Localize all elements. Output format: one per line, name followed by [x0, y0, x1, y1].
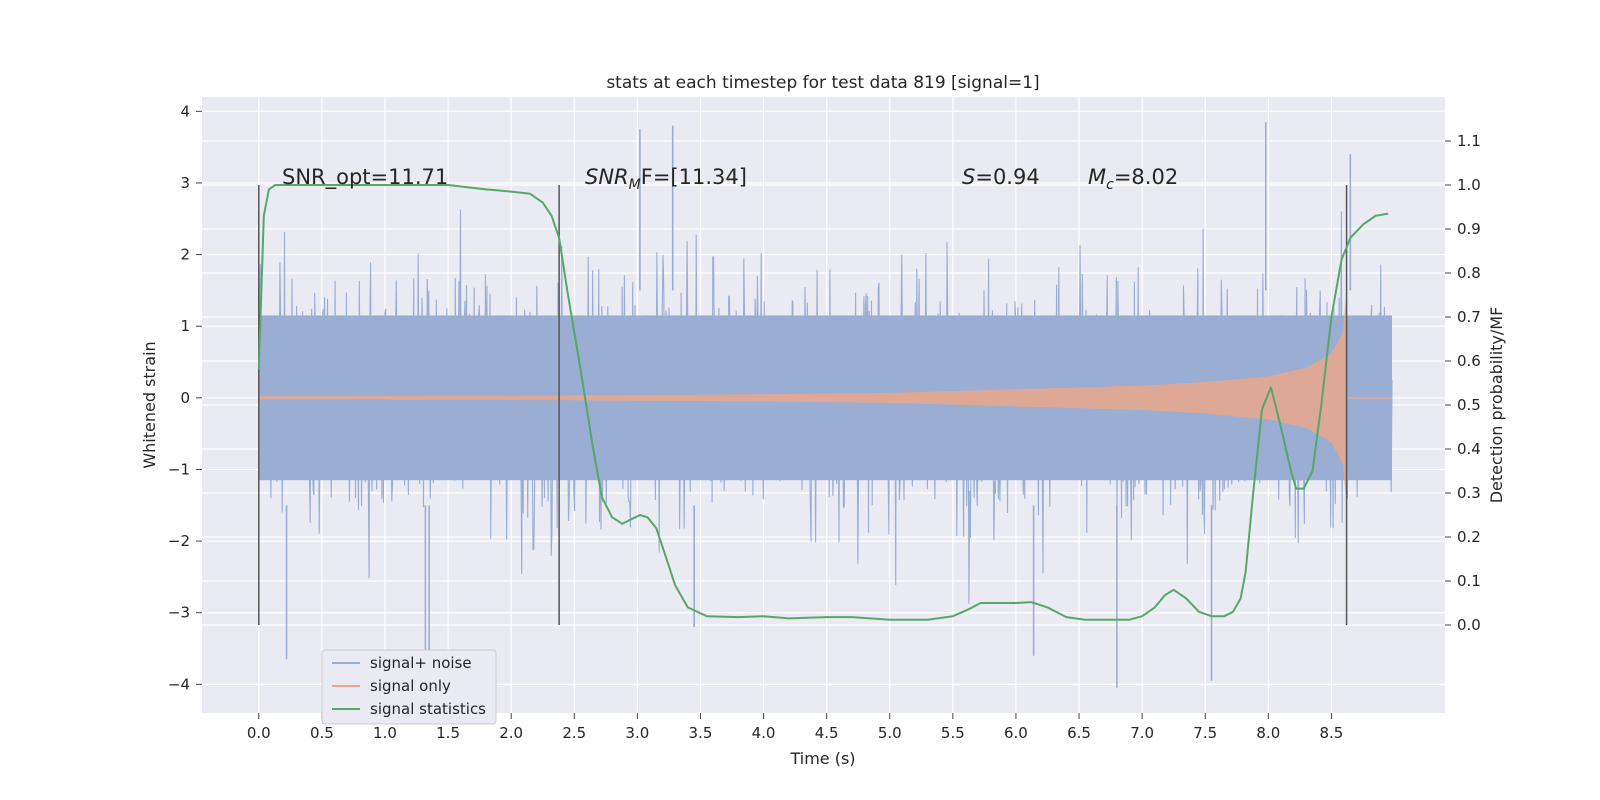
- signal-only-series: [258, 290, 1392, 506]
- x-tick-label: 0.0: [247, 724, 271, 742]
- x-tick-label: 7.5: [1193, 724, 1217, 742]
- legend-label-noise: signal+ noise: [370, 654, 472, 672]
- x-tick-label: 4.5: [815, 724, 839, 742]
- statistics-line: [257, 184, 1389, 621]
- x-tick-label: 5.0: [878, 724, 902, 742]
- y-right-tick-label: 0.3: [1457, 484, 1481, 502]
- x-tick-label: 8.0: [1256, 724, 1280, 742]
- y-right-tick-label: 0.7: [1457, 308, 1481, 326]
- y-right-tick-label: 1.0: [1457, 176, 1481, 194]
- y-right-tick-label: 1.1: [1457, 132, 1481, 150]
- y-left-tick-label: 4: [180, 102, 190, 120]
- x-tick-label: 4.0: [752, 724, 776, 742]
- y-right-tick-label: 0.0: [1457, 616, 1481, 634]
- annotation-mc: Mc=8.02: [1088, 165, 1178, 193]
- y-left-tick-label: −1: [168, 460, 190, 478]
- y-left-tick-label: 1: [180, 317, 190, 335]
- legend-box: [321, 649, 497, 725]
- y-left-tick-label: −2: [168, 532, 190, 550]
- y-right-tick-label: 0.2: [1457, 528, 1481, 546]
- y-left-tick-label: 3: [180, 174, 190, 192]
- axis-ticks: 0.0 0.5 1.0 1.5 2.0 2.5 3.0 3.5 4.0 4.5 5.0 5.5 6.0 6…: [168, 102, 1481, 742]
- legend-label-statistics: signal statistics: [370, 700, 486, 718]
- y-left-tick-label: 0: [180, 389, 190, 407]
- y-right-tick-label: 0.1: [1457, 572, 1481, 590]
- annotation-snr-opt: SNR_opt=11.71: [282, 165, 448, 190]
- x-tick-label: 7.0: [1130, 724, 1154, 742]
- x-tick-label: 0.5: [310, 724, 334, 742]
- annotation-snr-mf: SNRMF=[11.34]: [585, 165, 747, 193]
- y-right-tick-label: 0.8: [1457, 264, 1481, 282]
- x-tick-label: 3.5: [689, 724, 713, 742]
- x-tick-label: 3.0: [625, 724, 649, 742]
- y-left-tick-label: −4: [168, 675, 190, 693]
- y-left-tick-label: −3: [168, 604, 190, 622]
- annotation-s: S=0.94: [962, 165, 1040, 189]
- chart-title: stats at each timestep for test data 819…: [606, 73, 1039, 93]
- y-right-tick-label: 0.4: [1457, 440, 1481, 458]
- y-right-tick-label: 0.5: [1457, 396, 1481, 414]
- y-axis-label-right: Detection probability/MF: [1487, 307, 1506, 504]
- x-axis-label: Time (s): [789, 749, 855, 768]
- x-tick-label: 2.5: [562, 724, 586, 742]
- y-right-tick-label: 0.6: [1457, 352, 1481, 370]
- x-tick-label: 6.5: [1067, 724, 1091, 742]
- x-tick-label: 2.0: [499, 724, 523, 742]
- x-tick-label: 1.0: [373, 724, 397, 742]
- legend: signal+ noise signal only signal statist…: [321, 649, 497, 725]
- vertical-marker-lines: [258, 185, 1348, 625]
- y-axis-label-left: Whitened strain: [140, 341, 159, 468]
- y-left-tick-label: 2: [180, 246, 190, 264]
- signal-statistics-series: [257, 184, 1389, 621]
- x-tick-label: 8.5: [1319, 724, 1343, 742]
- legend-label-signal: signal only: [370, 677, 451, 695]
- x-tick-label: 5.5: [941, 724, 965, 742]
- x-tick-label: 1.5: [436, 724, 460, 742]
- x-tick-label: 6.0: [1004, 724, 1028, 742]
- y-right-tick-label: 0.9: [1457, 220, 1481, 238]
